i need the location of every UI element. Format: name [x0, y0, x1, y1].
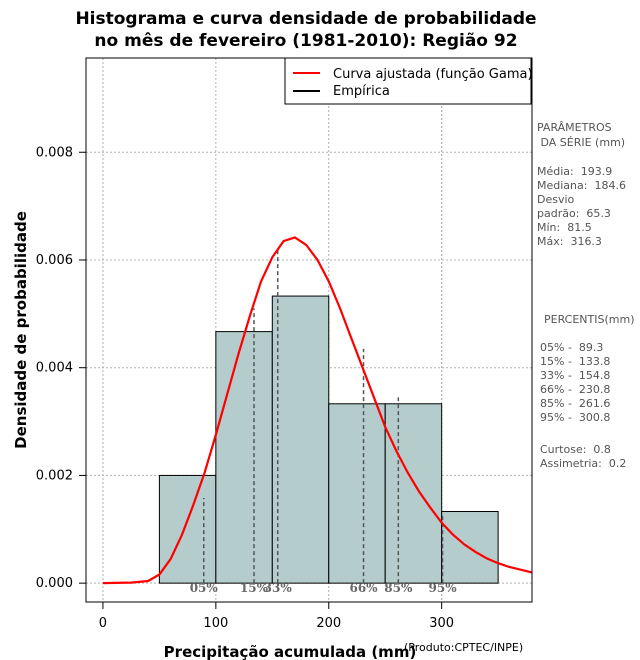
percentil-95: 95% - 300.8 [540, 411, 610, 424]
histogram-bar [384, 403, 443, 584]
x-axis-ticks: 0 100 200 300 [99, 602, 454, 631]
percentile-lines [203, 250, 444, 584]
percentil-33: 33% - 154.8 [540, 369, 610, 382]
gamma-curve-layer [102, 236, 533, 585]
histogram-bar [215, 331, 273, 584]
x-axis-label: Precipitação acumulada (mm) [164, 643, 417, 660]
y-tick-label: 0.004 [36, 361, 73, 376]
percentile-labels: 05% 15%33% 66% 85% 95% [190, 581, 458, 595]
assimetria: Assimetria: 0.2 [540, 457, 626, 470]
percentile-label-95: 95% [429, 581, 458, 595]
x-tick-label: 300 [429, 616, 454, 631]
chart-title-line1: Histograma e curva densidade de probabil… [75, 9, 536, 29]
percentil-66: 66% - 230.8 [540, 383, 610, 396]
y-axis-ticks: 0.000 0.002 0.004 0.006 0.008 [36, 145, 86, 591]
curtose: Curtose: 0.8 [540, 443, 611, 456]
percentile-label-05: 05% [190, 581, 219, 595]
y-tick-label: 0.008 [36, 145, 73, 160]
percentile-label-33: 33% [264, 581, 293, 595]
legend-label-empirical: Empírica [333, 84, 390, 99]
legend-label-curve: Curva ajustada (função Gama) [333, 67, 533, 82]
legend: Curva ajustada (função Gama) Empírica [284, 57, 533, 105]
y-tick-label: 0.002 [36, 468, 73, 483]
param-mediana: Mediana: 184.6 [537, 179, 626, 192]
param-desvio-2: padrão: 65.3 [537, 207, 611, 220]
percentile-label-66: 66% [349, 581, 378, 595]
chart-title-line2: no mês de fevereiro (1981-2010): Região … [94, 31, 517, 51]
histogram-bars [158, 295, 499, 584]
params-title-2: DA SÉRIE (mm) [537, 136, 625, 149]
credit-text: (Produto:CPTEC/INPE) [404, 641, 523, 654]
percentis-title: PERCENTIS(mm) [544, 313, 635, 326]
percentil-85: 85% - 261.6 [540, 397, 610, 410]
gamma-curve-line [102, 236, 533, 585]
param-desvio-1: Desvio [537, 193, 575, 206]
x-tick-label: 0 [99, 616, 107, 631]
histogram-bar [328, 403, 386, 584]
histogram-bar [158, 474, 217, 584]
series-parameters-panel: PARÂMETROS DA SÉRIE (mm) Média: 193.9 Me… [537, 121, 635, 470]
y-tick-label: 0.000 [36, 576, 73, 591]
param-min: Mín: 81.5 [537, 221, 592, 234]
x-tick-label: 200 [316, 616, 341, 631]
y-tick-label: 0.006 [36, 253, 73, 268]
percentil-15: 15% - 133.8 [540, 355, 610, 368]
param-max: Máx: 316.3 [537, 235, 602, 248]
percentile-label-15: 15% [240, 581, 269, 595]
percentil-05: 05% - 89.3 [540, 341, 603, 354]
legend-box [284, 57, 532, 105]
histogram-bar [271, 295, 330, 584]
x-tick-label: 100 [203, 616, 228, 631]
y-axis-label: Densidade de probabilidade [12, 211, 30, 449]
param-media: Média: 193.9 [537, 165, 612, 178]
params-title-1: PARÂMETROS [537, 121, 612, 134]
percentile-label-85: 85% [384, 581, 413, 595]
